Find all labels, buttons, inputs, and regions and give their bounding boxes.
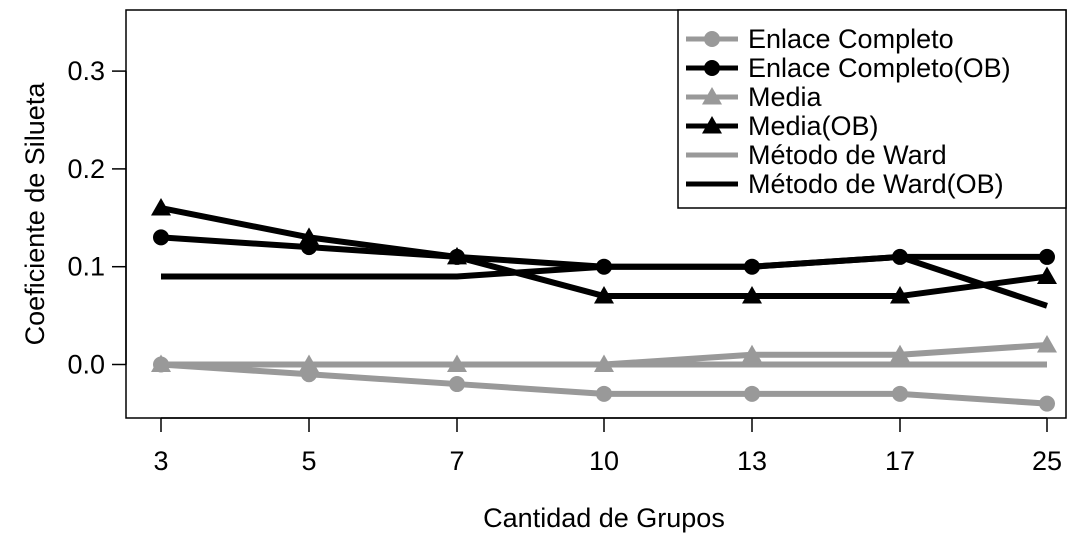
legend-label: Método de Ward	[748, 140, 947, 170]
y-tick-label: 0.2	[67, 154, 105, 184]
data-point	[1039, 395, 1055, 412]
legend-box	[677, 9, 1067, 209]
data-point	[299, 227, 319, 245]
x-tick-label: 25	[1032, 446, 1062, 476]
legend-label: Método de Ward(OB)	[748, 169, 1004, 199]
data-point	[594, 286, 614, 304]
x-axis-label: Cantidad de Grupos	[483, 503, 725, 533]
y-axis: 0.0 0.1 0.2 0.3	[67, 56, 127, 380]
data-point	[742, 344, 762, 363]
data-point	[892, 385, 908, 402]
legend-marker	[704, 60, 720, 76]
series-layer	[151, 198, 1057, 412]
legend-item: Método de Ward(OB)	[686, 169, 1004, 199]
x-tick-label: 5	[301, 446, 316, 476]
data-point	[449, 376, 465, 393]
series-line	[161, 253, 1048, 309]
x-tick-label: 17	[885, 446, 915, 476]
series-4	[151, 198, 1057, 304]
legend-label: Media(OB)	[748, 111, 879, 141]
data-point	[153, 229, 169, 246]
x-tick-label: 13	[737, 446, 767, 476]
legend-item: Método de Ward	[686, 140, 947, 170]
y-axis-label: Coeficiente de Silueta	[20, 82, 50, 346]
legend-label: Enlace Completo(OB)	[748, 53, 1011, 83]
y-tick-label: 0.1	[67, 252, 105, 282]
data-point	[1039, 248, 1055, 265]
legend-item: Enlace Completo	[686, 24, 954, 54]
legend-marker	[704, 31, 720, 47]
legend-label: Enlace Completo	[748, 24, 954, 54]
legend-marker	[702, 87, 722, 105]
data-point	[447, 246, 467, 265]
y-tick-label: 0.0	[67, 350, 105, 380]
data-point	[890, 286, 910, 304]
data-point	[742, 286, 762, 304]
legend-item: Enlace Completo(OB)	[686, 53, 1011, 83]
series-line	[160, 205, 1048, 300]
data-point	[151, 198, 171, 216]
data-point	[890, 344, 910, 363]
y-tick-label: 0.3	[67, 56, 105, 86]
legend-item: Media	[686, 82, 823, 112]
legend-label: Media	[748, 82, 823, 112]
legend-marker	[702, 116, 722, 134]
legend-item: Media(OB)	[686, 111, 879, 141]
x-axis: 3 5 7 10 13 17 25	[153, 417, 1062, 476]
data-point	[1037, 266, 1057, 284]
data-point	[1037, 334, 1057, 353]
data-point	[744, 385, 760, 402]
x-tick-label: 3	[153, 446, 168, 476]
data-point	[596, 385, 612, 402]
series-6	[161, 253, 1048, 309]
x-tick-label: 10	[589, 446, 619, 476]
x-tick-label: 7	[449, 446, 464, 476]
